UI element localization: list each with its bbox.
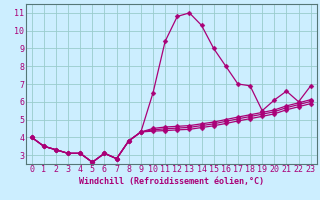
- X-axis label: Windchill (Refroidissement éolien,°C): Windchill (Refroidissement éolien,°C): [79, 177, 264, 186]
